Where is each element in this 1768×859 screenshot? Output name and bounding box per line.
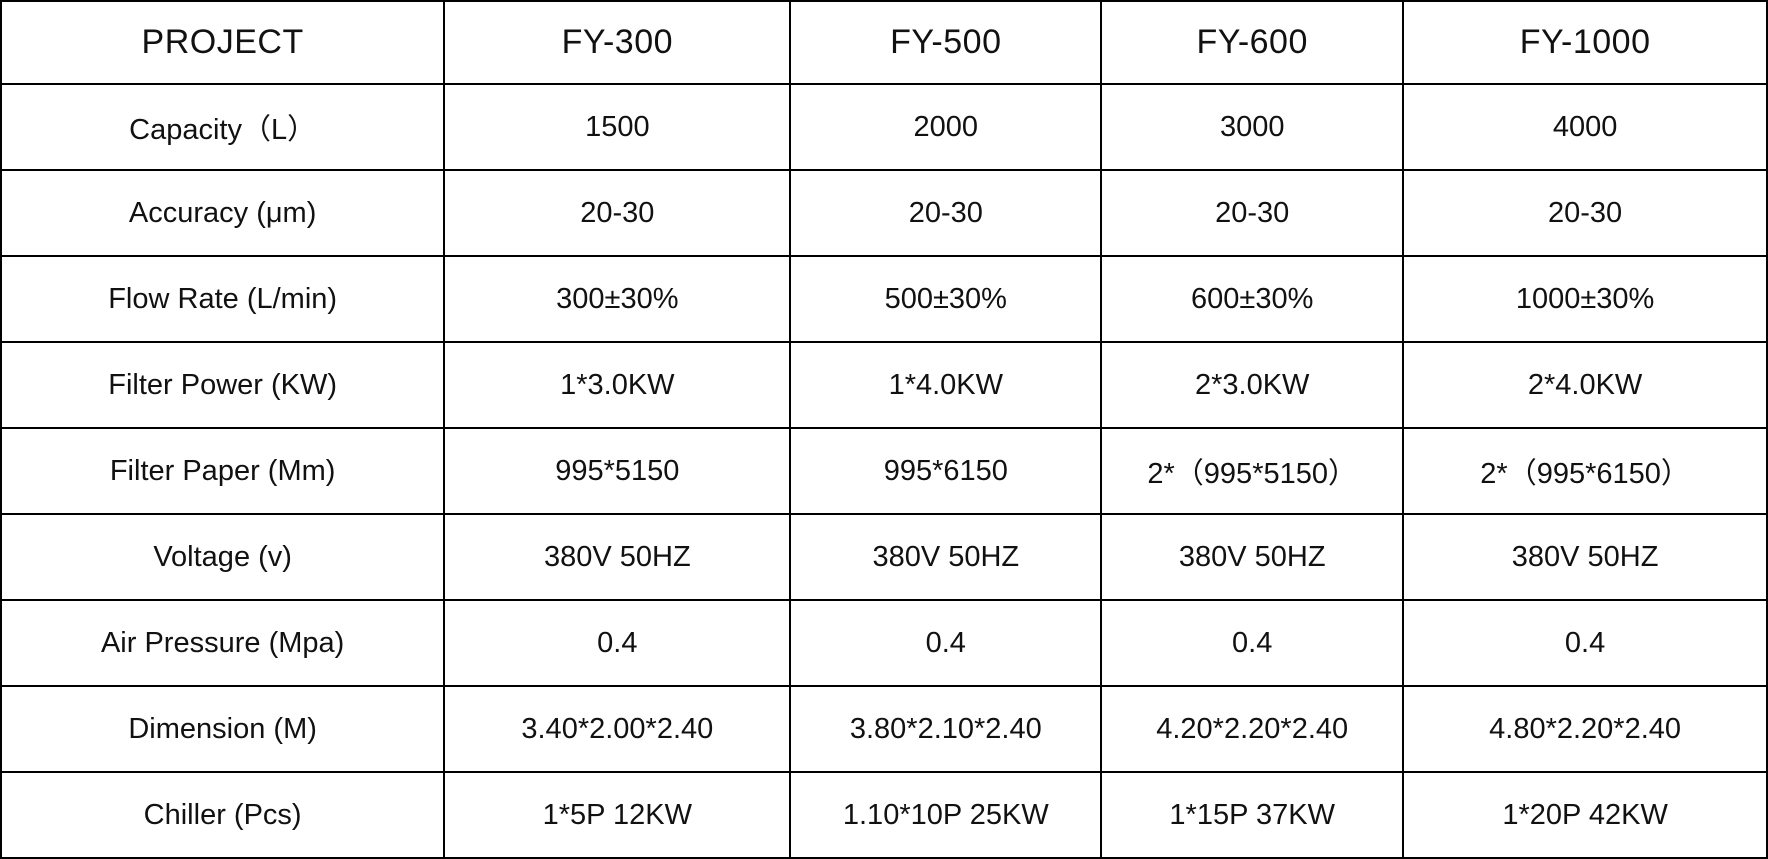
column-header-fy500: FY-500 xyxy=(789,0,1103,85)
table-cell: 4.20*2.20*2.40 xyxy=(1100,685,1405,773)
row-label: Chiller (Pcs) xyxy=(0,771,446,859)
row-label: Accuracy (μm) xyxy=(0,169,446,257)
table-cell: 1000±30% xyxy=(1402,255,1768,343)
table-row-dimension: Dimension (M) 3.40*2.00*2.40 3.80*2.10*2… xyxy=(0,685,1768,773)
row-label: Dimension (M) xyxy=(0,685,446,773)
column-header-fy300: FY-300 xyxy=(443,0,792,85)
table-cell: 2*4.0KW xyxy=(1402,341,1768,429)
row-label: Filter Power (KW) xyxy=(0,341,446,429)
table-header-row: PROJECT FY-300 FY-500 FY-600 FY-1000 xyxy=(0,0,1768,85)
column-header-fy600: FY-600 xyxy=(1100,0,1405,85)
table-cell: 3.40*2.00*2.40 xyxy=(443,685,792,773)
table-cell: 2*3.0KW xyxy=(1100,341,1405,429)
column-header-fy1000: FY-1000 xyxy=(1402,0,1768,85)
table-cell: 380V 50HZ xyxy=(1402,513,1768,601)
table-cell: 4000 xyxy=(1402,83,1768,171)
table-cell: 3.80*2.10*2.40 xyxy=(789,685,1103,773)
table-cell: 20-30 xyxy=(1100,169,1405,257)
table-cell: 0.4 xyxy=(1100,599,1405,687)
column-header-project: PROJECT xyxy=(0,0,446,85)
row-label: Air Pressure (Mpa) xyxy=(0,599,446,687)
table-cell: 2000 xyxy=(789,83,1103,171)
table-cell: 2*（995*5150） xyxy=(1100,427,1405,515)
table-cell: 600±30% xyxy=(1100,255,1405,343)
table-cell: 3000 xyxy=(1100,83,1405,171)
row-label: Voltage (v) xyxy=(0,513,446,601)
table-cell: 0.4 xyxy=(1402,599,1768,687)
table-cell: 1*3.0KW xyxy=(443,341,792,429)
table-cell: 0.4 xyxy=(443,599,792,687)
table-row-accuracy: Accuracy (μm) 20-30 20-30 20-30 20-30 xyxy=(0,169,1768,257)
table-cell: 995*5150 xyxy=(443,427,792,515)
row-label: Filter Paper (Mm) xyxy=(0,427,446,515)
table-cell: 20-30 xyxy=(443,169,792,257)
table-cell: 20-30 xyxy=(789,169,1103,257)
table-row-air-pressure: Air Pressure (Mpa) 0.4 0.4 0.4 0.4 xyxy=(0,599,1768,687)
table-cell: 995*6150 xyxy=(789,427,1103,515)
table-cell: 2*（995*6150） xyxy=(1402,427,1768,515)
table-cell: 1*4.0KW xyxy=(789,341,1103,429)
table-cell: 1*5P 12KW xyxy=(443,771,792,859)
table-cell: 380V 50HZ xyxy=(789,513,1103,601)
table-cell: 1*20P 42KW xyxy=(1402,771,1768,859)
table-cell: 1*15P 37KW xyxy=(1100,771,1405,859)
table-cell: 20-30 xyxy=(1402,169,1768,257)
table-row-capacity: Capacity（L） 1500 2000 3000 4000 xyxy=(0,83,1768,171)
table-cell: 500±30% xyxy=(789,255,1103,343)
row-label: Capacity（L） xyxy=(0,83,446,171)
table-cell: 1500 xyxy=(443,83,792,171)
table-cell: 380V 50HZ xyxy=(1100,513,1405,601)
table-cell: 300±30% xyxy=(443,255,792,343)
table-row-filter-power: Filter Power (KW) 1*3.0KW 1*4.0KW 2*3.0K… xyxy=(0,341,1768,429)
table-cell: 1.10*10P 25KW xyxy=(789,771,1103,859)
table-cell: 380V 50HZ xyxy=(443,513,792,601)
table-row-chiller: Chiller (Pcs) 1*5P 12KW 1.10*10P 25KW 1*… xyxy=(0,771,1768,859)
table-cell: 0.4 xyxy=(789,599,1103,687)
table-row-voltage: Voltage (v) 380V 50HZ 380V 50HZ 380V 50H… xyxy=(0,513,1768,601)
table-cell: 4.80*2.20*2.40 xyxy=(1402,685,1768,773)
row-label: Flow Rate (L/min) xyxy=(0,255,446,343)
table-row-filter-paper: Filter Paper (Mm) 995*5150 995*6150 2*（9… xyxy=(0,427,1768,515)
table-row-flow-rate: Flow Rate (L/min) 300±30% 500±30% 600±30… xyxy=(0,255,1768,343)
